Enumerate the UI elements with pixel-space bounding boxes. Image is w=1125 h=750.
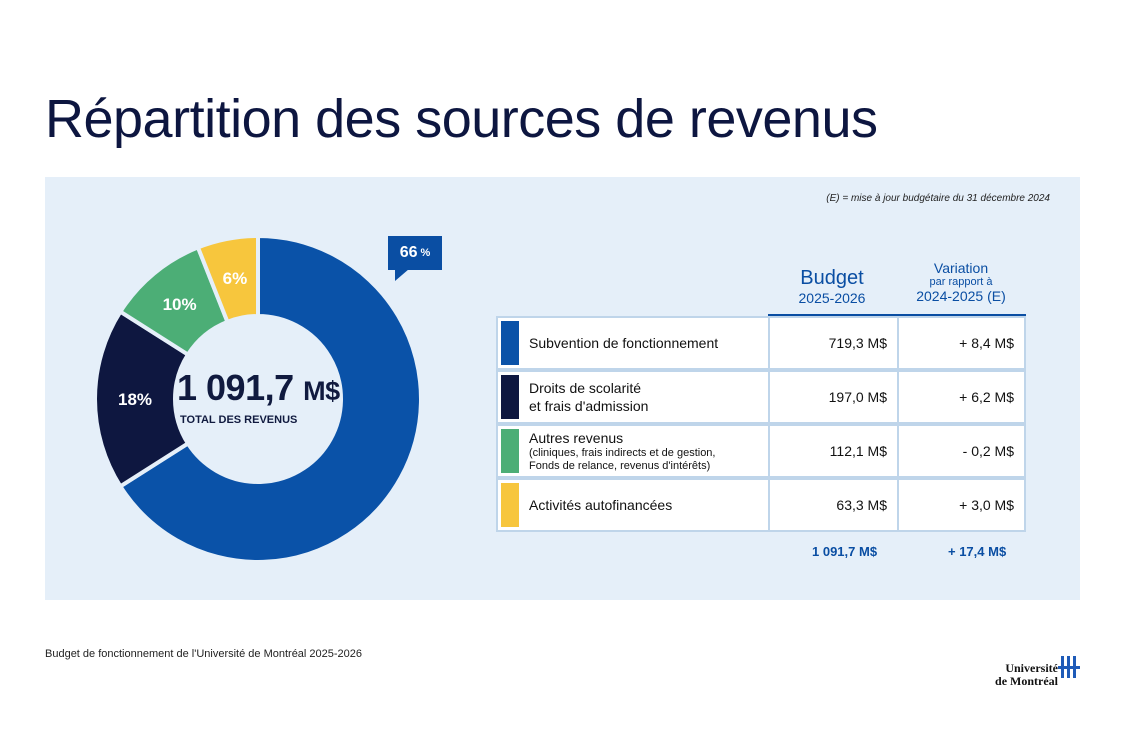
row-label-cell: Droits de scolarité et frais d'admission — [496, 370, 770, 424]
row-budget-cell: 112,1 M$ — [768, 424, 899, 478]
row-budget-cell: 197,0 M$ — [768, 370, 899, 424]
row-label-cell: Subvention de fonctionnement — [496, 316, 770, 370]
callout-value: 66 — [399, 244, 418, 261]
row-budget-cell: 63,3 M$ — [768, 478, 899, 532]
row-budget: 719,3 M$ — [828, 335, 887, 351]
row-label: Autres revenus — [529, 430, 624, 446]
variation-header-year: 2024-2025 (E) — [916, 288, 1006, 304]
page-title: Répartition des sources de revenus — [45, 89, 878, 149]
logo-mark-icon — [1058, 656, 1080, 678]
slice-label-4: 6% — [223, 269, 248, 288]
row-variation-cell: - 0,2 M$ — [897, 424, 1026, 478]
color-swatch — [501, 321, 519, 365]
row-variation: + 3,0 M$ — [959, 497, 1014, 513]
donut-slice-2 — [93, 308, 191, 490]
row-variation-cell: + 8,4 M$ — [897, 316, 1026, 370]
row-variation-cell: + 6,2 M$ — [897, 370, 1026, 424]
variation-header-sub: par rapport à — [929, 276, 993, 288]
row-variation: + 8,4 M$ — [959, 335, 1014, 351]
logo-line1: Université — [1005, 661, 1058, 675]
total-label: TOTAL DES REVENUS — [180, 414, 298, 426]
row-label: Droits de scolarité — [529, 380, 642, 396]
budget-header-title: Budget — [800, 267, 864, 289]
color-swatch — [501, 483, 519, 527]
university-logo: Université de Montréal — [990, 652, 1080, 692]
row-sublabel: (cliniques, frais indirects et de gestio… — [529, 447, 716, 459]
row-variation-cell: + 3,0 M$ — [897, 478, 1026, 532]
logo-line2: de Montréal — [995, 674, 1058, 688]
row-label: Activités autofinancées — [529, 497, 673, 513]
row-budget: 63,3 M$ — [836, 497, 887, 513]
update-note: (E) = mise à jour budgétaire du 31 décem… — [826, 193, 1050, 204]
total-unit: M$ — [303, 376, 340, 406]
table-row: Activités autofinancées 63,3 M$ + 3,0 M$ — [496, 478, 1026, 532]
variation-header-title: Variation — [933, 260, 989, 276]
row-budget-cell: 719,3 M$ — [768, 316, 899, 370]
budget-header: Budget 2025-2026 — [772, 267, 892, 306]
callout-tail — [395, 269, 409, 281]
table-row: Autres revenus (cliniques, frais indirec… — [496, 424, 1026, 478]
row-label-cell: Activités autofinancées — [496, 478, 770, 532]
footer-text: Budget de fonctionnement de l'Université… — [45, 648, 363, 660]
slice-label-2: 18% — [118, 390, 152, 409]
row-sublabel-line2: Fonds de relance, revenus d'intérêts) — [529, 460, 711, 472]
row-label: Subvention de fonctionnement — [529, 335, 719, 351]
table-row: Droits de scolarité et frais d'admission… — [496, 370, 1026, 424]
row-label-cell: Autres revenus (cliniques, frais indirec… — [496, 424, 770, 478]
header-underline — [768, 314, 1026, 316]
donut-chart: 18% 10% 6% — [93, 234, 423, 564]
total-variation: + 17,4 M$ — [948, 544, 1007, 559]
row-budget: 197,0 M$ — [828, 389, 887, 405]
chart-panel: (E) = mise à jour budgétaire du 31 décem… — [45, 177, 1080, 600]
callout-66-percent: 66 % — [388, 236, 442, 270]
row-variation: - 0,2 M$ — [962, 443, 1014, 459]
callout-unit: % — [420, 247, 431, 259]
total-budget: 1 091,7 M$ — [812, 544, 878, 559]
donut-slice-4 — [195, 234, 260, 325]
slice-label-3: 10% — [163, 295, 197, 314]
budget-header-year: 2025-2026 — [798, 290, 866, 306]
variation-header: Variation par rapport à 2024-2025 (E) — [902, 260, 1020, 304]
row-budget: 112,1 M$ — [829, 443, 887, 459]
color-swatch — [501, 375, 519, 419]
donut-slice-1 — [117, 234, 423, 564]
total-value: 1 091,7 — [177, 367, 294, 408]
color-swatch — [501, 429, 519, 473]
table-row: Subvention de fonctionnement 719,3 M$ + … — [496, 316, 1026, 370]
row-label-line2: et frais d'admission — [529, 398, 649, 414]
row-variation: + 6,2 M$ — [959, 389, 1014, 405]
total-revenue: 1 091,7 M$ — [177, 367, 340, 409]
